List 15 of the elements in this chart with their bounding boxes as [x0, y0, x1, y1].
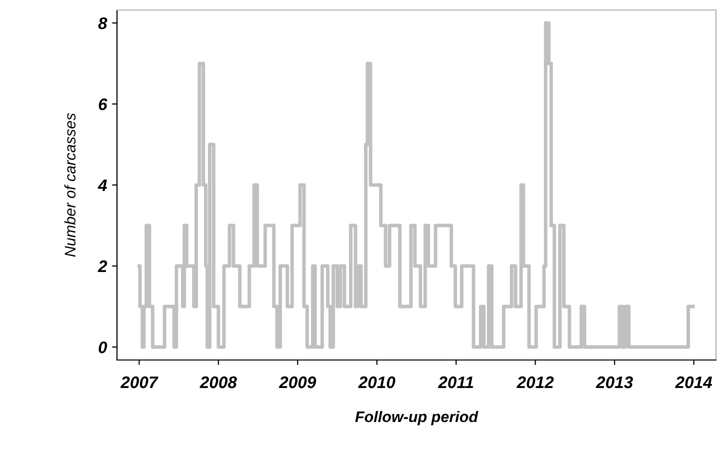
x-tick-label: 2012 — [516, 376, 554, 388]
x-tick-label: 2007 — [120, 376, 158, 388]
y-axis-title: Number of carcasses — [64, 113, 76, 257]
y-tick-label: 6 — [98, 98, 108, 110]
y-tick-label: 2 — [98, 260, 108, 272]
x-tick-label: 2009 — [278, 376, 316, 388]
x-tick-label: 2010 — [358, 376, 396, 388]
x-tick-label: 2014 — [675, 376, 712, 388]
x-tick-label: 2008 — [200, 376, 237, 388]
y-tick-label: 8 — [98, 17, 108, 30]
y-tick-label: 0 — [98, 341, 108, 354]
y-tick-label: 4 — [98, 180, 107, 192]
x-tick-label: 2011 — [438, 376, 474, 388]
x-tick-label: 2013 — [596, 376, 633, 388]
x-axis-title: Follow-up period — [355, 410, 478, 426]
